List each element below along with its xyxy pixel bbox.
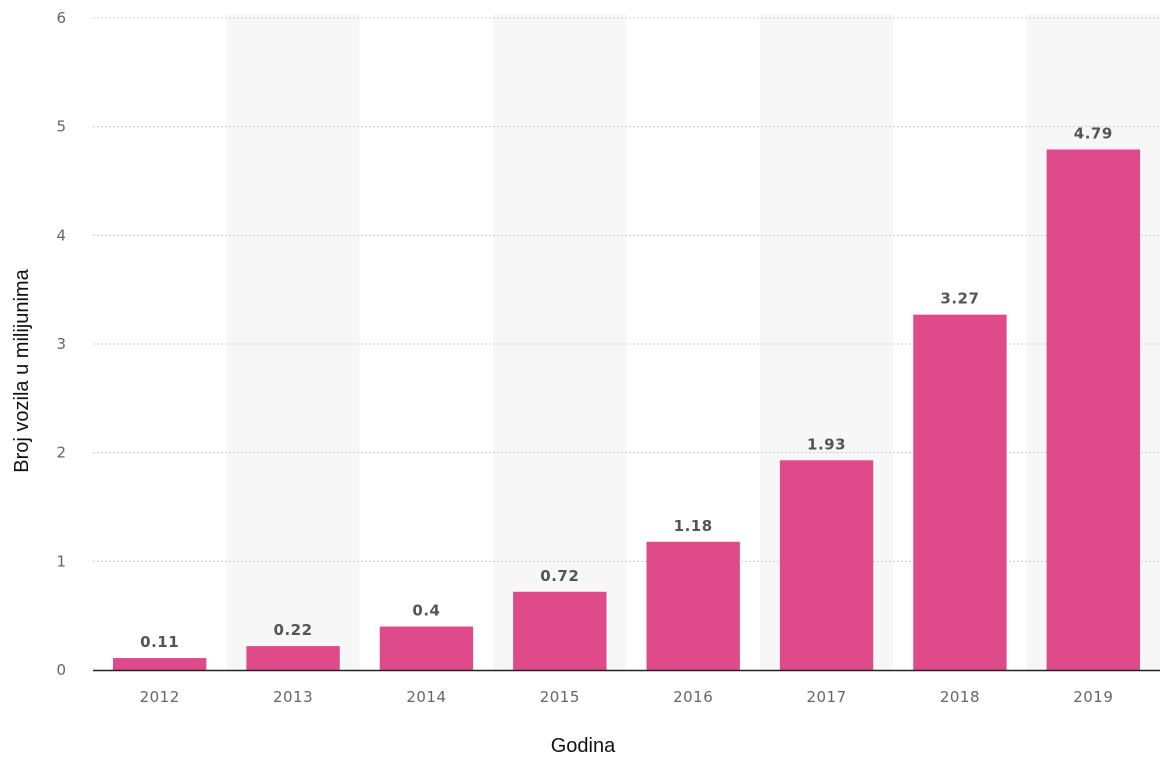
bar-2013	[246, 646, 340, 670]
column-band	[493, 14, 627, 670]
x-tick-label: 2014	[406, 688, 446, 706]
y-tick-label: 6	[56, 9, 66, 27]
x-tick-label: 2015	[540, 688, 580, 706]
y-axis-title: Broj vozila u milijunima	[11, 268, 33, 472]
x-tick-label: 2016	[673, 688, 713, 706]
bar-2016	[646, 541, 740, 670]
data-label: 0.11	[140, 633, 179, 651]
bar-2017	[779, 460, 874, 670]
data-label: 1.18	[674, 517, 713, 535]
x-tick-labels: 2012 2013 2014 2015 2016 2017 2018 2019	[140, 688, 1113, 706]
data-label: 0.72	[540, 567, 579, 585]
x-tick-label: 2013	[273, 688, 313, 706]
bar-2018	[913, 314, 1007, 670]
data-label: 4.79	[1074, 124, 1113, 142]
x-tick-label: 2019	[1073, 688, 1113, 706]
y-tick-label: 1	[56, 552, 66, 570]
x-axis-title: Godina	[551, 735, 616, 757]
data-label: 3.27	[940, 290, 979, 308]
y-tick-label: 2	[56, 444, 66, 462]
x-tick-label: 2012	[140, 688, 180, 706]
bar-2019	[1046, 149, 1140, 670]
x-tick-label: 2017	[806, 688, 846, 706]
column-band	[226, 14, 360, 670]
x-tick-label: 2018	[940, 688, 980, 706]
y-tick-labels: 0 1 2 3 4 5 6	[56, 9, 66, 679]
data-label: 1.93	[807, 435, 846, 453]
bar-2012	[113, 658, 207, 670]
y-tick-label: 4	[56, 226, 66, 244]
y-tick-label: 0	[56, 661, 66, 679]
y-tick-label: 3	[56, 335, 66, 353]
y-tick-label: 5	[56, 118, 66, 136]
bar-2014	[379, 626, 474, 670]
data-label: 0.4	[412, 602, 440, 620]
bar-2015	[513, 591, 607, 670]
data-label: 0.22	[274, 621, 313, 639]
bars	[113, 149, 1140, 670]
data-labels: 0.11 0.22 0.4 0.72 1.18 1.93 3.27 4.79	[140, 124, 1113, 651]
